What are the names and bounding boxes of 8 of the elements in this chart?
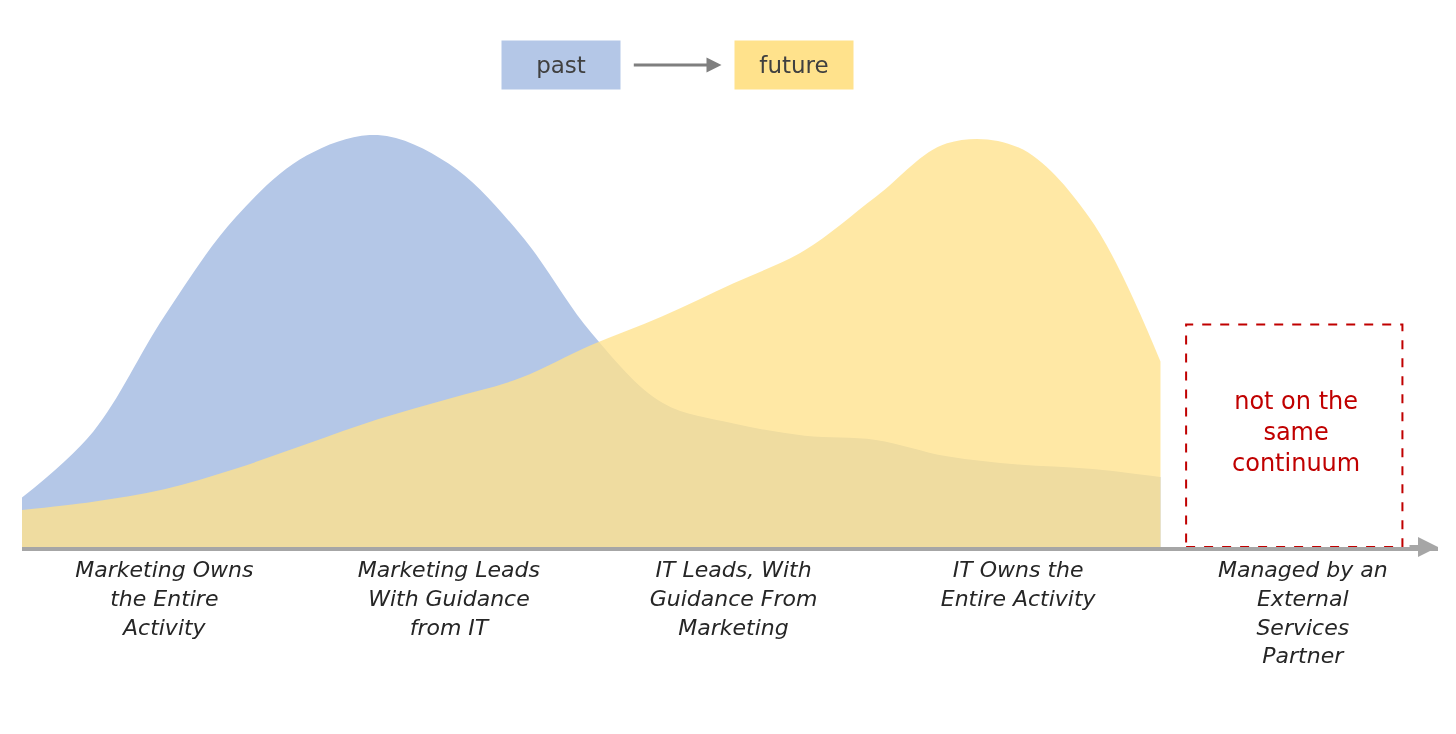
x-tick-label: Marketing Owns the Entire Activity	[75, 557, 254, 640]
annotation: not on the same continuum	[1232, 387, 1361, 478]
text: future	[759, 52, 829, 78]
text: past	[536, 52, 586, 78]
x-tick-label: IT Owns the Entire Activity	[940, 557, 1097, 611]
x-tick-label: Managed by an External Services Partner	[1217, 557, 1388, 669]
x-tick-label: Marketing Leads With Guidance from IT	[357, 557, 540, 640]
x-tick-label: IT Leads, With Guidance From Marketing	[649, 557, 818, 640]
